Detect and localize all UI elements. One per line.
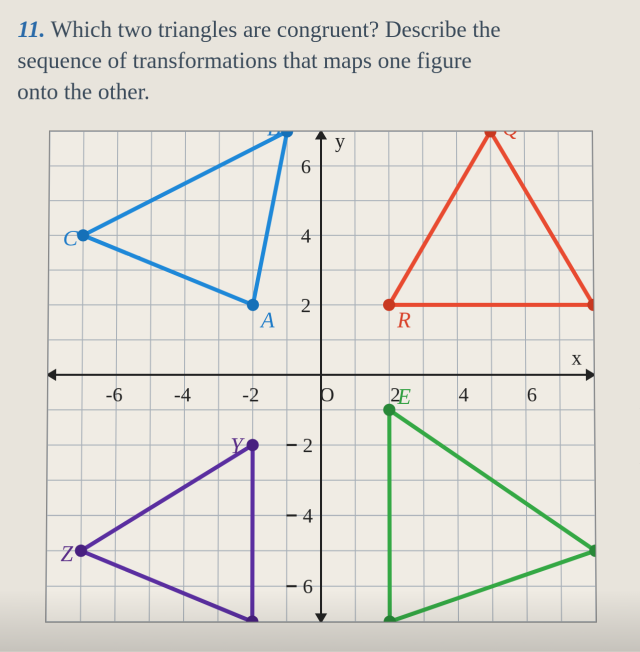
y-tick-label-neg: 4 [303, 505, 313, 528]
x-tick-label: O [320, 384, 335, 407]
vertex-label-Z: Z [61, 540, 74, 566]
grid-vline [457, 131, 459, 621]
y-tick-label: 4 [301, 225, 311, 247]
question-number: 11. [18, 17, 46, 42]
x-tick-label: 6 [527, 384, 537, 407]
grid-vline [524, 131, 527, 621]
grid-vline [115, 131, 118, 621]
y-tick-label: 2 [301, 295, 311, 317]
vertex-label-R: R [396, 307, 411, 332]
y-axis-label: y [335, 131, 345, 152]
vertex-F [384, 615, 396, 621]
coordinate-grid: -6-4-2O246246246yxABCQRSDEFXYZ [45, 130, 597, 622]
vertex-label-C: C [63, 225, 78, 250]
vertex-R [383, 299, 395, 311]
vertex-X [246, 615, 258, 621]
vertex-Z [75, 545, 87, 557]
vertex-A [247, 299, 259, 311]
question-text: 11. Which two triangles are congruent? D… [17, 14, 631, 107]
x-tick-label: 4 [459, 384, 469, 407]
vertex-Y [247, 439, 259, 451]
question-line-2: sequence of transformations that maps on… [17, 48, 471, 73]
triangle-XYZ [80, 445, 252, 622]
x-tick-label: -6 [106, 384, 123, 407]
y-arrow-down [315, 613, 327, 621]
vertex-C [77, 229, 89, 241]
vertex-E [383, 404, 395, 416]
vertex-label-Q: Q [502, 131, 518, 140]
grid-vline [218, 131, 219, 621]
grid-vline [558, 131, 561, 621]
y-tick-label-neg: 2 [303, 435, 313, 458]
x-axis-label: x [572, 347, 582, 369]
grid-svg: -6-4-2O246246246yxABCQRSDEFXYZ [46, 131, 596, 621]
x-tick-label: -2 [242, 384, 259, 407]
vertex-label-A: A [259, 307, 275, 332]
vertex-label-Y: Y [230, 433, 245, 459]
y-tick-label-neg: 6 [303, 576, 313, 599]
grid-vline [423, 131, 424, 621]
y-tick-label: 6 [301, 156, 311, 178]
vertex-label-B: B [267, 131, 281, 140]
grid-vline [490, 131, 492, 621]
x-tick-label: -4 [174, 384, 191, 407]
grid-vline [149, 131, 151, 621]
y-arrow-up [315, 131, 327, 139]
question-line-3: onto the other. [17, 79, 150, 104]
vertex-label-E: E [396, 383, 411, 409]
x-arrow-right [586, 369, 596, 381]
grid-vline [184, 131, 186, 621]
vertex-B [281, 131, 293, 137]
question-line-1: Which two triangles are congruent? Descr… [50, 17, 500, 42]
